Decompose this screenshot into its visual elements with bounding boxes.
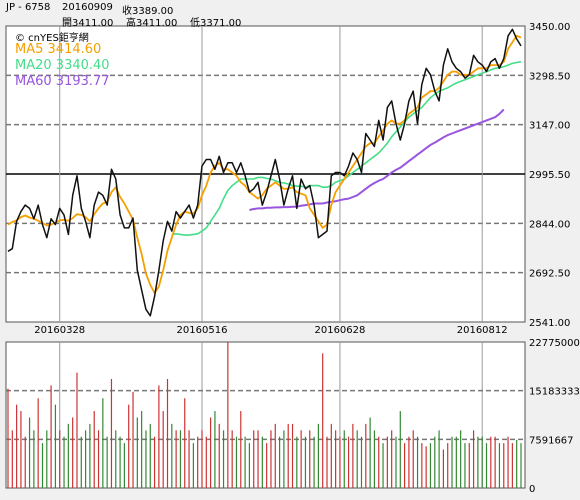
price-gridlines: [6, 26, 525, 488]
volume-y-axis: 22775000 15183333 7591667 0: [529, 338, 580, 495]
brand-logo-text: © cnYES鉅亨網: [15, 33, 89, 44]
price-y-tick-label: 2995.50: [529, 170, 570, 181]
volume-y-tick-label: 15183333: [529, 387, 580, 398]
price-line: [7, 28, 522, 317]
price-y-tick-label: 2844.00: [529, 219, 570, 230]
legend-ma5-value: 3414.60: [47, 42, 102, 57]
legend-ma20: MA20 3340.40: [15, 58, 110, 73]
volume-y-tick-label: 22775000: [529, 338, 580, 349]
x-tick-label: 20160516: [177, 325, 228, 336]
open-label: 開3411.00: [62, 18, 114, 29]
x-axis: 20160328 20160516 20160628 20160812: [34, 325, 507, 336]
date-label: 20160909: [62, 2, 113, 13]
price-y-tick-label: 2692.50: [529, 269, 570, 280]
low-label: 低3371.00: [190, 18, 242, 29]
high-label: 高3411.00: [126, 18, 178, 29]
price-lines: [7, 28, 522, 317]
legend-ma60-value: 3193.77: [55, 74, 110, 89]
price-y-tick-label: 2541.00: [529, 318, 570, 329]
price-y-tick-label: 3147.00: [529, 121, 570, 132]
legend-ma60-label: MA60: [15, 74, 52, 89]
ma20-line: [171, 60, 522, 236]
legend-ma20-value: 3340.40: [55, 58, 110, 73]
price-y-tick-label: 3450.00: [529, 22, 570, 33]
x-tick-label: 20160328: [34, 325, 85, 336]
legend-ma5: MA5 3414.60: [15, 42, 101, 57]
legend-ma20-label: MA20: [15, 58, 52, 73]
ma60-line: [249, 108, 505, 211]
x-tick-label: 20160812: [457, 325, 508, 336]
close-label: 收3389.00: [122, 6, 174, 17]
volume-y-tick-label: 7591667: [529, 435, 574, 446]
x-tick-label: 20160628: [314, 325, 365, 336]
legend-ma5-label: MA5: [15, 42, 44, 57]
price-y-tick-label: 3298.50: [529, 71, 570, 82]
volume-y-tick-label: 0: [529, 484, 535, 495]
legend-ma60: MA60 3193.77: [15, 74, 110, 89]
price-y-axis: 3450.00 3298.50 3147.00 2995.50 2844.00 2692.…: [529, 22, 570, 329]
volume-bars: [7, 341, 522, 488]
symbol-label: JP - 6758: [6, 2, 51, 13]
